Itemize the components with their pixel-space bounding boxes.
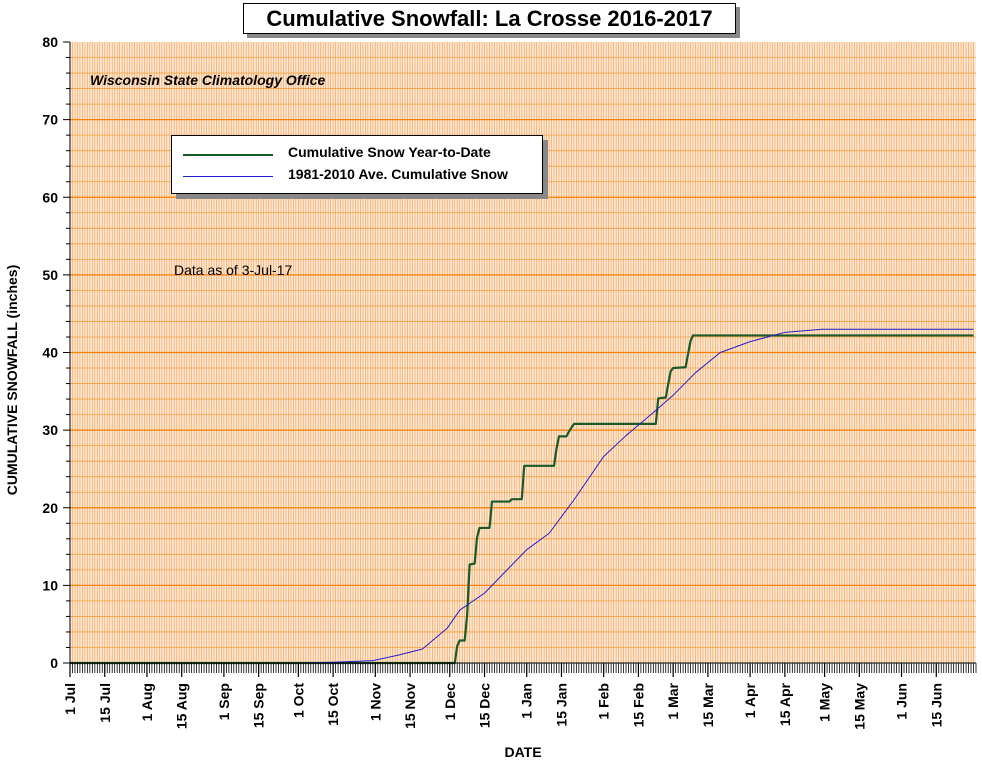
series-line-average [70,328,974,664]
x-tick-label: 1 Feb [596,683,612,720]
legend-swatch-average [183,176,273,177]
legend: Cumulative Snow Year-to-Date 1981-2010 A… [171,135,543,194]
x-tick-label: 1 Jan [519,683,535,719]
x-tick-label: 15 Jun [928,683,944,727]
y-tick-label: 60 [42,189,58,205]
x-tick-label: 1 Oct [290,683,306,718]
x-tick-label: 1 Nov [367,683,383,721]
series-line-ytd [70,334,974,665]
x-tick-label: 15 Sep [251,683,267,728]
axes [63,41,977,677]
x-tick-label: 15 Jul [97,683,113,723]
x-tick-label: 1 Jul [62,683,78,715]
x-tick-label: 15 Oct [325,683,341,726]
series-layer [70,328,974,665]
y-axis-title: CUMULATIVE SNOWFALL (inches) [4,264,20,496]
x-tick-label: 1 Jun [894,683,910,720]
x-tick-label: 1 May [817,683,833,722]
y-tick-label: 30 [42,422,58,438]
y-tick-label: 70 [42,112,58,128]
legend-label-ytd: Cumulative Snow Year-to-Date [288,144,491,160]
y-tick-label: 0 [50,655,58,671]
y-tick-labels: 0 10 20 30 40 50 60 70 80 [42,34,58,671]
legend-label-average: 1981-2010 Ave. Cumulative Snow [288,166,508,182]
x-tick-label: 1 Sep [216,683,232,720]
y-tick-label: 80 [42,34,58,50]
x-tick-label: 15 Dec [477,683,493,728]
y-tick-label: 50 [42,267,58,283]
x-axis-title: DATE [504,744,542,760]
y-tick-label: 40 [42,345,58,361]
y-tick-label: 10 [42,577,58,593]
x-tick-label: 15 Apr [777,682,793,726]
x-tick-label: 1 Apr [742,682,758,718]
x-tick-label: 15 Mar [700,682,716,727]
x-tick-label: 1 Dec [442,683,458,721]
x-tick-label: 15 Jan [553,683,569,727]
chart-title-box: Cumulative Snowfall: La Crosse 2016-2017 [243,3,736,34]
x-tick-label: 1 Mar [665,682,681,719]
x-tick-label: 15 Nov [402,683,418,729]
legend-swatch-ytd [183,154,273,156]
data-date-annotation: Data as of 3-Jul-17 [174,262,293,278]
x-tick-labels: 1 Jul 15 Jul 1 Aug 15 Aug 1 Sep 15 Sep 1 Oct 15… [62,682,944,729]
x-tick-label: 15 Feb [630,683,646,727]
x-tick-label: 1 Aug [139,683,155,721]
chart-title: Cumulative Snowfall: La Crosse 2016-2017 [266,6,713,31]
x-tick-label: 15 May [851,683,867,730]
x-tick-label: 15 Aug [174,683,190,729]
chart-subtitle: Wisconsin State Climatology Office [90,72,326,88]
y-tick-label: 20 [42,500,58,516]
